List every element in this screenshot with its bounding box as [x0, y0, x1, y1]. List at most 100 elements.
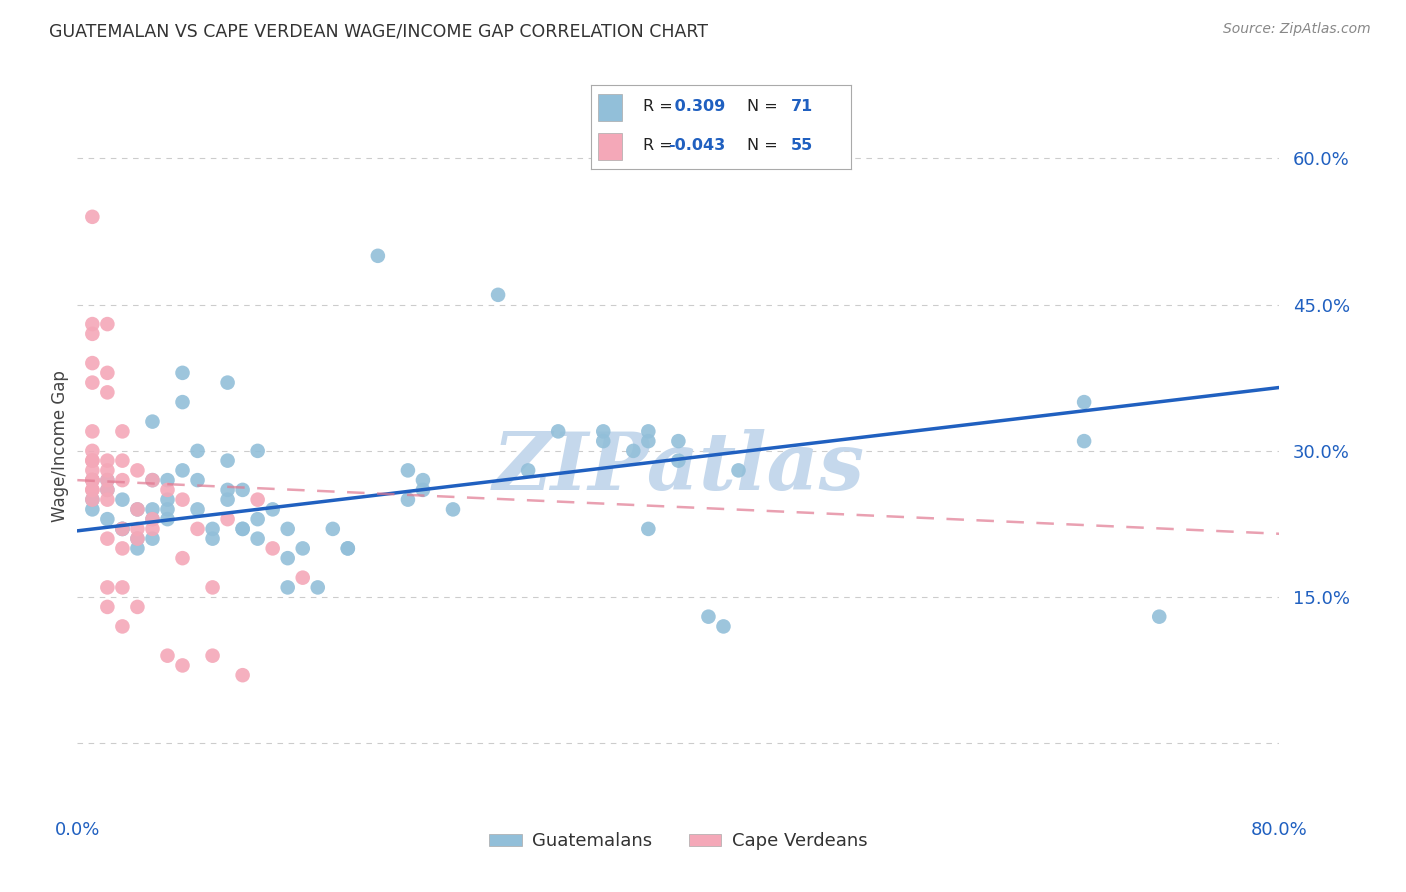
Point — [156, 648, 179, 663]
Point — [246, 532, 269, 546]
Point — [156, 502, 179, 516]
Point — [82, 210, 104, 224]
Point — [1073, 434, 1095, 449]
Point — [127, 502, 149, 516]
Point — [141, 532, 163, 546]
Point — [96, 366, 118, 380]
Point — [82, 376, 104, 390]
Point — [277, 522, 299, 536]
Point — [277, 551, 299, 566]
Point — [82, 492, 104, 507]
Point — [82, 492, 104, 507]
Point — [111, 492, 134, 507]
Point — [111, 522, 134, 536]
Point — [668, 453, 690, 467]
Point — [141, 415, 163, 429]
Point — [186, 502, 209, 516]
Point — [96, 453, 118, 467]
Point — [141, 512, 163, 526]
Point — [82, 502, 104, 516]
Point — [96, 385, 118, 400]
Point — [96, 463, 118, 477]
Point — [96, 483, 118, 497]
Point — [127, 463, 149, 477]
Point — [82, 356, 104, 370]
Point — [1073, 395, 1095, 409]
Point — [637, 522, 659, 536]
Point — [82, 473, 104, 487]
Point — [156, 512, 179, 526]
Point — [127, 532, 149, 546]
Point — [96, 473, 118, 487]
Point — [127, 522, 149, 536]
Text: R =: R = — [643, 138, 672, 153]
Point — [246, 443, 269, 458]
Point — [141, 512, 163, 526]
Point — [82, 453, 104, 467]
Point — [336, 541, 359, 556]
Point — [96, 599, 118, 614]
Point — [141, 473, 163, 487]
Point — [172, 551, 194, 566]
Point — [246, 492, 269, 507]
Point — [96, 532, 118, 546]
Point — [82, 443, 104, 458]
Point — [713, 619, 735, 633]
Point — [127, 532, 149, 546]
Point — [82, 473, 104, 487]
Text: -0.043: -0.043 — [669, 138, 725, 153]
Point — [396, 492, 419, 507]
Point — [111, 473, 134, 487]
Point — [201, 648, 224, 663]
Point — [232, 522, 254, 536]
Text: N =: N = — [747, 99, 778, 114]
Point — [127, 599, 149, 614]
Legend: Guatemalans, Cape Verdeans: Guatemalans, Cape Verdeans — [482, 825, 875, 857]
Point — [232, 522, 254, 536]
Point — [1149, 609, 1171, 624]
Point — [217, 492, 239, 507]
Point — [111, 522, 134, 536]
Point — [592, 425, 614, 439]
Point — [156, 492, 179, 507]
Point — [396, 463, 419, 477]
Point — [156, 483, 179, 497]
Point — [637, 434, 659, 449]
Point — [96, 317, 118, 331]
Point — [186, 522, 209, 536]
Point — [727, 463, 749, 477]
Point — [111, 619, 134, 633]
Y-axis label: Wage/Income Gap: Wage/Income Gap — [51, 370, 69, 522]
Point — [96, 483, 118, 497]
Point — [637, 425, 659, 439]
Point — [111, 541, 134, 556]
Text: N =: N = — [747, 138, 778, 153]
Point — [277, 581, 299, 595]
Point — [307, 581, 329, 595]
Text: 0.309: 0.309 — [669, 99, 725, 114]
Point — [621, 443, 644, 458]
Point — [172, 395, 194, 409]
Point — [217, 376, 239, 390]
Point — [172, 492, 194, 507]
Point — [172, 366, 194, 380]
Point — [668, 434, 690, 449]
Point — [141, 522, 163, 536]
Point — [262, 502, 284, 516]
Point — [82, 483, 104, 497]
Point — [232, 668, 254, 682]
Text: Source: ZipAtlas.com: Source: ZipAtlas.com — [1223, 22, 1371, 37]
Point — [291, 541, 314, 556]
Point — [592, 434, 614, 449]
Point — [96, 492, 118, 507]
Point — [96, 473, 118, 487]
Point — [217, 453, 239, 467]
Point — [697, 609, 720, 624]
Point — [111, 425, 134, 439]
Point — [291, 571, 314, 585]
Text: GUATEMALAN VS CAPE VERDEAN WAGE/INCOME GAP CORRELATION CHART: GUATEMALAN VS CAPE VERDEAN WAGE/INCOME G… — [49, 22, 709, 40]
Point — [156, 473, 179, 487]
Point — [217, 512, 239, 526]
FancyBboxPatch shape — [599, 94, 621, 121]
Point — [367, 249, 389, 263]
